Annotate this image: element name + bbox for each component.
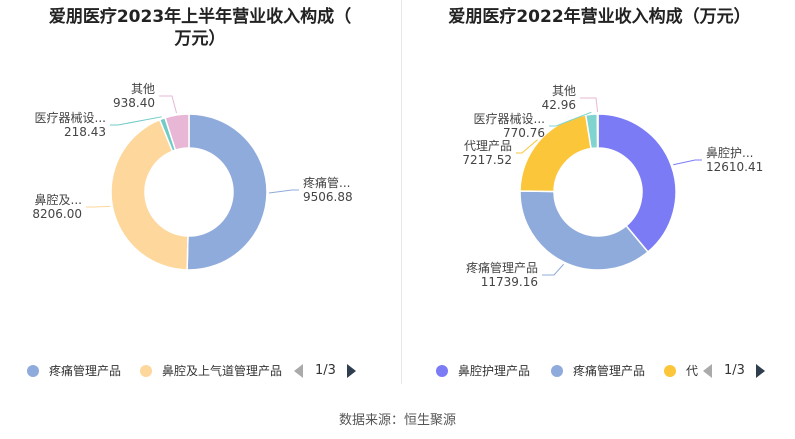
- slice-value-label: 11739.16: [481, 275, 538, 289]
- donut-slice[interactable]: [519, 190, 649, 271]
- slice-label: 代理产品: [464, 139, 512, 153]
- leader-line: [159, 95, 178, 114]
- donut-slice[interactable]: [597, 113, 677, 253]
- donut-slice[interactable]: [110, 118, 189, 271]
- legend-label: 鼻腔护理产品: [458, 364, 531, 378]
- donut-chart-2023h1: 疼痛管...9506.88 鼻腔及...8206.00 医疗器械设...218.43…: [32, 82, 353, 271]
- legend-swatch: [436, 365, 448, 377]
- chart-title: 爱朋医疗2022年营业收入构成（万元）: [404, 6, 795, 28]
- legend-swatch: [140, 365, 152, 377]
- slice-value-label: 42.96: [542, 98, 576, 112]
- slice-value-label: 218.43: [64, 125, 106, 139]
- legend-pager: 1/3: [703, 362, 773, 380]
- donut-slice[interactable]: [164, 113, 190, 152]
- slice-label: 疼痛管...: [303, 175, 350, 190]
- legend-page-indicator: 1/3: [724, 363, 745, 378]
- legend-label: 疼痛管理产品: [49, 364, 122, 378]
- legend-prev-arrow-icon[interactable]: [294, 364, 303, 378]
- slice-label: 医疗器械设...: [35, 110, 106, 125]
- legend-clip: 代: [664, 362, 700, 380]
- slice-value-label: 7217.52: [462, 153, 512, 167]
- legend-2023h1: 疼痛管理产品 鼻腔及上气道管理产品 1/3: [0, 362, 400, 380]
- legend-label: 疼痛管理产品: [573, 364, 646, 378]
- legend-swatch: [27, 365, 39, 377]
- chart-panel-2023h1: 爱朋医疗2023年上半年营业收入构成（ 万元） 疼痛管... 9506.88 鼻腔及…: [0, 0, 400, 390]
- leader-line: [110, 116, 162, 126]
- leader-line: [549, 111, 592, 127]
- slice-label: 疼痛管理产品: [466, 260, 538, 275]
- leader-line: [542, 263, 564, 276]
- leader-line: [580, 97, 599, 113]
- donut-slice[interactable]: [186, 113, 268, 271]
- leader-line: [86, 205, 111, 208]
- data-source-note: 数据来源：恒生聚源: [338, 413, 456, 428]
- donut-slice[interactable]: [596, 113, 599, 149]
- slice-label: 鼻腔及...: [35, 192, 82, 207]
- legend-page-indicator: 1/3: [315, 363, 336, 378]
- panel-divider: [401, 0, 402, 384]
- leader-line: [268, 189, 299, 194]
- chart-title-line-2: 万元）: [174, 29, 226, 49]
- slice-value-label: 938.40: [113, 96, 155, 110]
- leader-line: [673, 159, 702, 166]
- slice-label: 其他: [552, 84, 576, 98]
- slice-value-label: 770.76: [503, 126, 545, 140]
- chart-title: 爱朋医疗2023年上半年营业收入构成（ 万元）: [18, 6, 382, 50]
- leader-line: [516, 139, 538, 154]
- legend-2022: 鼻腔护理产品 疼痛管理产品 代 1/3: [404, 362, 795, 380]
- legend-next-arrow-icon[interactable]: [347, 364, 356, 378]
- legend-clip: 鼻腔及上气道管理产品: [140, 362, 288, 380]
- slice-value-label: 9506.88: [303, 190, 353, 204]
- slice-label: 鼻腔护...: [706, 145, 753, 160]
- slice-value-label: 8206.00: [32, 207, 82, 221]
- slice-value-label: 12610.41: [706, 160, 763, 174]
- legend-label: 代: [686, 364, 699, 378]
- chart-title-line-1: 爱朋医疗2022年营业收入构成（万元）: [448, 7, 751, 27]
- legend-swatch: [664, 365, 676, 377]
- legend-label: 鼻腔及上气道管理产品: [162, 364, 283, 378]
- legend-next-arrow-icon[interactable]: [756, 364, 765, 378]
- slice-label: 其他: [131, 82, 155, 96]
- slice-label: 医疗器械设...: [474, 111, 545, 126]
- legend-pager: 1/3: [294, 362, 364, 380]
- legend-swatch: [551, 365, 563, 377]
- legend-prev-arrow-icon[interactable]: [703, 364, 712, 378]
- chart-title-line-1: 爱朋医疗2023年上半年营业收入构成（: [48, 7, 352, 27]
- chart-panel-2022: 爱朋医疗2022年营业收入构成（万元） 鼻腔护... 12610.41 疼痛管理产品…: [404, 0, 795, 390]
